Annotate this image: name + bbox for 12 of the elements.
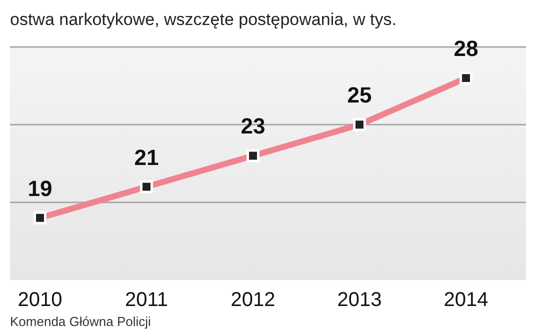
x-tick-label: 2014 (444, 289, 488, 312)
text: Komenda Główna Policji (10, 314, 152, 329)
data-label: 25 (347, 82, 372, 108)
data-label: 21 (134, 144, 159, 170)
chart-title: ostwa narkotykowe, wszczęte postępowania, w tys. (10, 10, 396, 29)
x-tick-label: 2012 (230, 289, 276, 312)
data-label: 23 (240, 114, 266, 139)
data-label: 19 (28, 176, 52, 201)
x-tick-label: 2011 (124, 289, 168, 312)
x-tick-label: 2010 (18, 289, 62, 312)
x-tick-label: 2013 (337, 289, 382, 312)
data-label: 28 (454, 36, 478, 62)
